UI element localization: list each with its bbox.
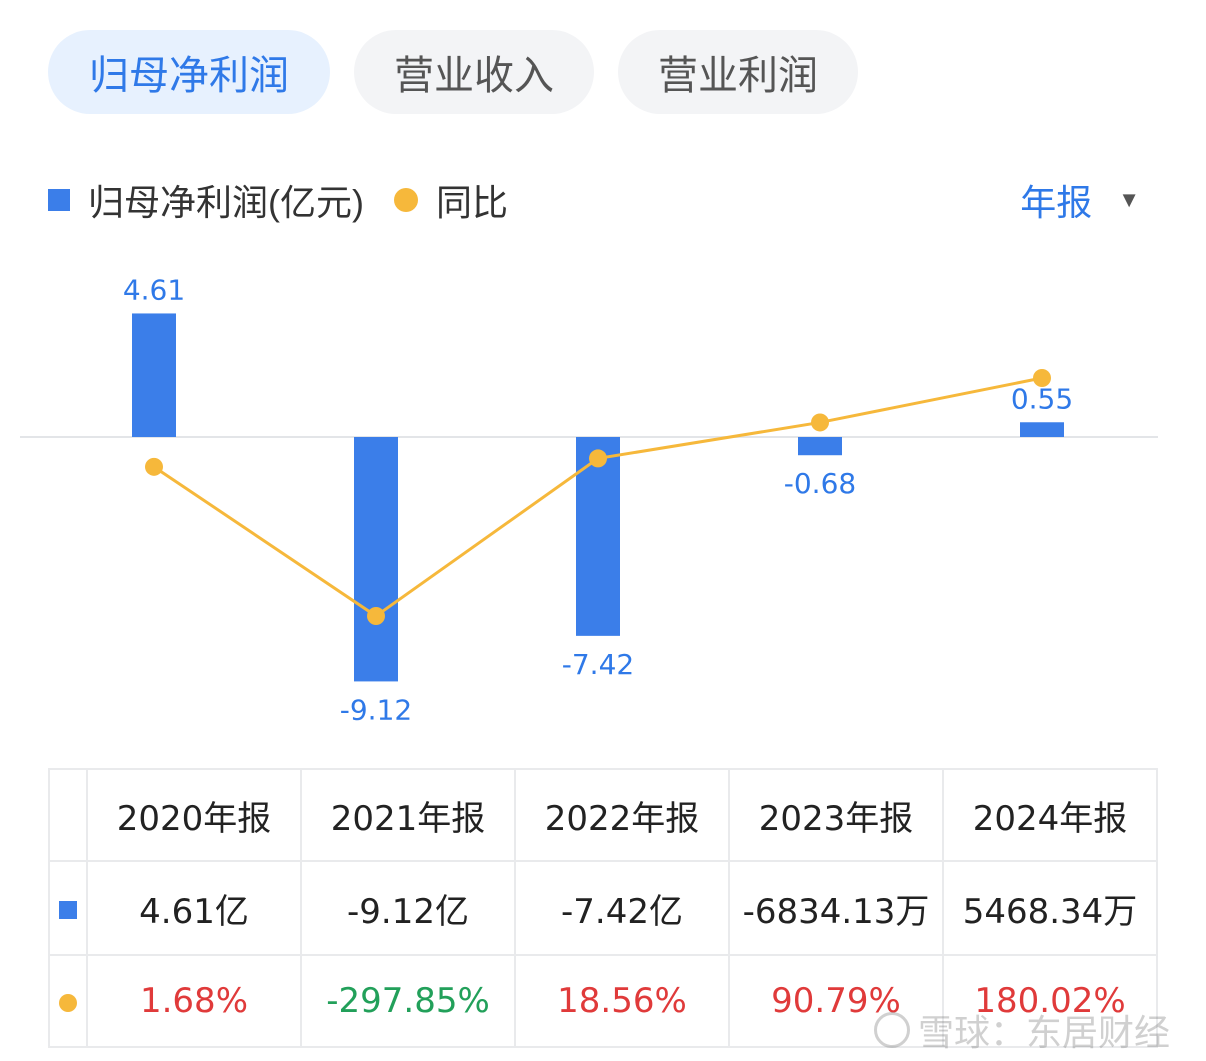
- table-header-cell: 2020年报: [86, 768, 302, 862]
- data-table: 2020年报 2021年报 2022年报 2023年报 2024年报 4.61亿…: [48, 768, 1158, 1048]
- table-cell: -7.42亿: [514, 860, 730, 956]
- tab-revenue[interactable]: 营业收入: [354, 30, 594, 114]
- bar-2021年报: [354, 437, 398, 682]
- table-cell: 1.68%: [86, 954, 302, 1048]
- table-corner-cell: [48, 768, 88, 862]
- metric-tabs: 归母净利润 营业收入 营业利润: [48, 30, 858, 114]
- yoy-point-2022年报: [589, 449, 607, 468]
- yoy-point-2024年报: [1033, 369, 1051, 387]
- profit-row-marker: [48, 860, 88, 956]
- tab-operating-profit[interactable]: 营业利润: [618, 30, 858, 114]
- table-header-cell: 2022年报: [514, 768, 730, 862]
- table-cell: -6834.13万: [728, 860, 944, 956]
- watermark: 雪球：东居财经: [873, 1004, 1170, 1056]
- profit-chart: 4.61 -9.12 -7.42 -0.68 0.55: [20, 273, 1158, 726]
- table-cell: 4.61亿: [86, 860, 302, 956]
- table-header-row: 2020年报 2021年报 2022年报 2023年报 2024年报: [48, 768, 1158, 862]
- period-label: 年报: [1020, 182, 1093, 223]
- chevron-down-icon: ▼: [1118, 187, 1140, 212]
- line-legend-swatch: [393, 188, 418, 212]
- snowball-logo-icon: [873, 1012, 910, 1048]
- yoy-row-marker: [48, 954, 88, 1048]
- table-row-profit: 4.61亿 -9.12亿 -7.42亿 -6834.13万 5468.34万: [48, 860, 1158, 956]
- bar-value-label: 0.55: [1011, 382, 1073, 415]
- tab-net-profit[interactable]: 归母净利润: [48, 30, 330, 114]
- bar-marker-icon: [59, 901, 77, 919]
- bar-2024年报: [1020, 422, 1064, 437]
- chart-legend: 归母净利润(亿元) 同比: [48, 170, 508, 230]
- period-selector[interactable]: 年报 ▼: [1020, 170, 1140, 230]
- table-header-cell: 2024年报: [942, 768, 1158, 862]
- table-cell: -297.85%: [300, 954, 516, 1048]
- bar-legend-swatch: [48, 189, 70, 211]
- yoy-point-2021年报: [367, 607, 385, 625]
- bar-value-label: -7.42: [562, 648, 634, 681]
- table-header-cell: 2021年报: [300, 768, 516, 862]
- bar-legend-label: 归母净利润(亿元): [88, 182, 364, 223]
- bar-2020年报: [132, 313, 176, 437]
- watermark-text: 雪球：东居财经: [917, 1012, 1170, 1053]
- table-cell: 18.56%: [514, 954, 730, 1048]
- bar-value-label: -0.68: [784, 467, 856, 500]
- yoy-point-2023年报: [811, 413, 829, 432]
- bar-value-label: 4.61: [123, 273, 185, 306]
- line-legend-label: 同比: [435, 182, 508, 223]
- yoy-point-2020年报: [145, 457, 163, 476]
- table-header-cell: 2023年报: [728, 768, 944, 862]
- table-cell: -9.12亿: [300, 860, 516, 956]
- table-cell: 180.02%: [942, 954, 1158, 1048]
- line-marker-icon: [59, 994, 77, 1012]
- table-cell: 5468.34万: [942, 860, 1158, 956]
- bar-value-label: -9.12: [340, 693, 412, 726]
- bar-2023年报: [798, 437, 842, 456]
